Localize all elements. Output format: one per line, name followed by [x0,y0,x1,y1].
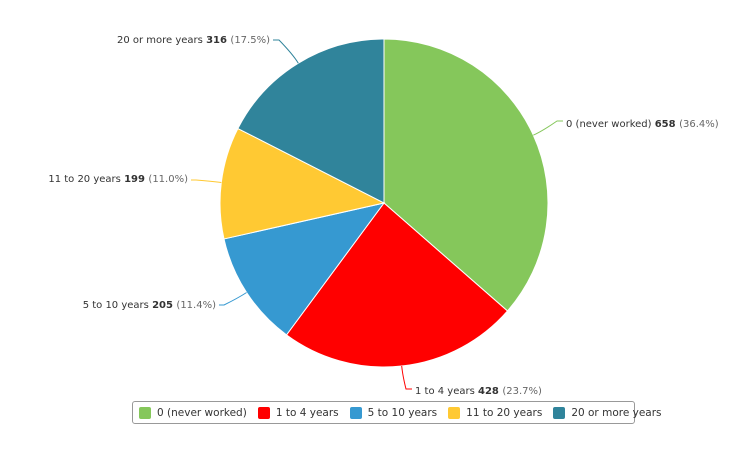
slice-label-11-to-20-years: 11 to 20 years 199 (11.0%) [48,174,188,185]
slice-label-category: 1 to 4 years [415,386,478,397]
legend-label-1-to-4-years: 1 to 4 years [275,406,339,419]
slice-label-value: 428 [478,386,502,397]
legend-item-1-to-4-years[interactable]: 1 to 4 years [257,406,339,419]
slice-connector-5-to-10-years [219,292,247,306]
pie-slice-1-to-4-years[interactable] [285,202,509,368]
legend-item-0-never-worked[interactable]: 0 (never worked) [139,406,247,419]
slice-label-percent: (11.4%) [176,300,216,311]
slice-label-1-to-4-years: 1 to 4 years 428 (23.7%) [415,386,542,397]
legend-swatch-5-to-10-years [349,406,362,419]
legend-swatch-20-or-more-years [553,406,566,419]
slice-label-20-or-more-years: 20 or more years 316 (17.5%) [117,35,270,46]
slice-connector-0-never-worked [533,120,563,136]
slice-connector-11-to-20-years [191,179,222,183]
legend-swatch-0-never-worked [139,406,151,419]
chart-legend: 0 (never worked) 1 to 4 years 5 to 10 ye… [132,401,662,424]
legend-swatch-11-to-20-years [448,406,461,419]
pie-slice-20-or-more-years[interactable] [237,38,385,204]
legend-label-20-or-more-years: 20 or more years [571,406,662,419]
slice-label-value: 316 [206,35,230,46]
slice-connector-20-or-more-years [273,39,299,64]
slice-connector-1-to-4-years [401,365,412,390]
slice-label-category: 5 to 10 years [83,300,152,311]
slice-label-percent: (23.7%) [502,386,542,397]
legend-label-0-never-worked: 0 (never worked) [157,406,247,419]
legend-label-5-to-10-years: 5 to 10 years [367,406,438,419]
slice-label-category: 0 (never worked) [566,119,655,130]
legend-item-5-to-10-years[interactable]: 5 to 10 years [349,406,438,419]
slice-label-category: 11 to 20 years [48,174,124,185]
slice-label-percent: (17.5%) [230,35,270,46]
slice-label-category: 20 or more years [117,35,206,46]
slice-label-percent: (11.0%) [148,174,188,185]
legend-item-11-to-20-years[interactable]: 11 to 20 years [448,406,543,419]
legend-swatch-1-to-4-years [257,406,270,419]
slice-label-0-never-worked: 0 (never worked) 658 (36.4%) [566,119,719,130]
legend-label-11-to-20-years: 11 to 20 years [466,406,543,419]
slice-label-value: 205 [152,300,176,311]
slice-label-5-to-10-years: 5 to 10 years 205 (11.4%) [83,300,216,311]
slice-label-value: 199 [124,174,148,185]
pie-slice-5-to-10-years[interactable] [223,202,386,336]
legend-item-20-or-more-years[interactable]: 20 or more years [553,406,662,419]
slice-label-value: 658 [655,119,679,130]
pie-slice-11-to-20-years[interactable] [219,127,386,240]
slice-label-percent: (36.4%) [679,119,719,130]
